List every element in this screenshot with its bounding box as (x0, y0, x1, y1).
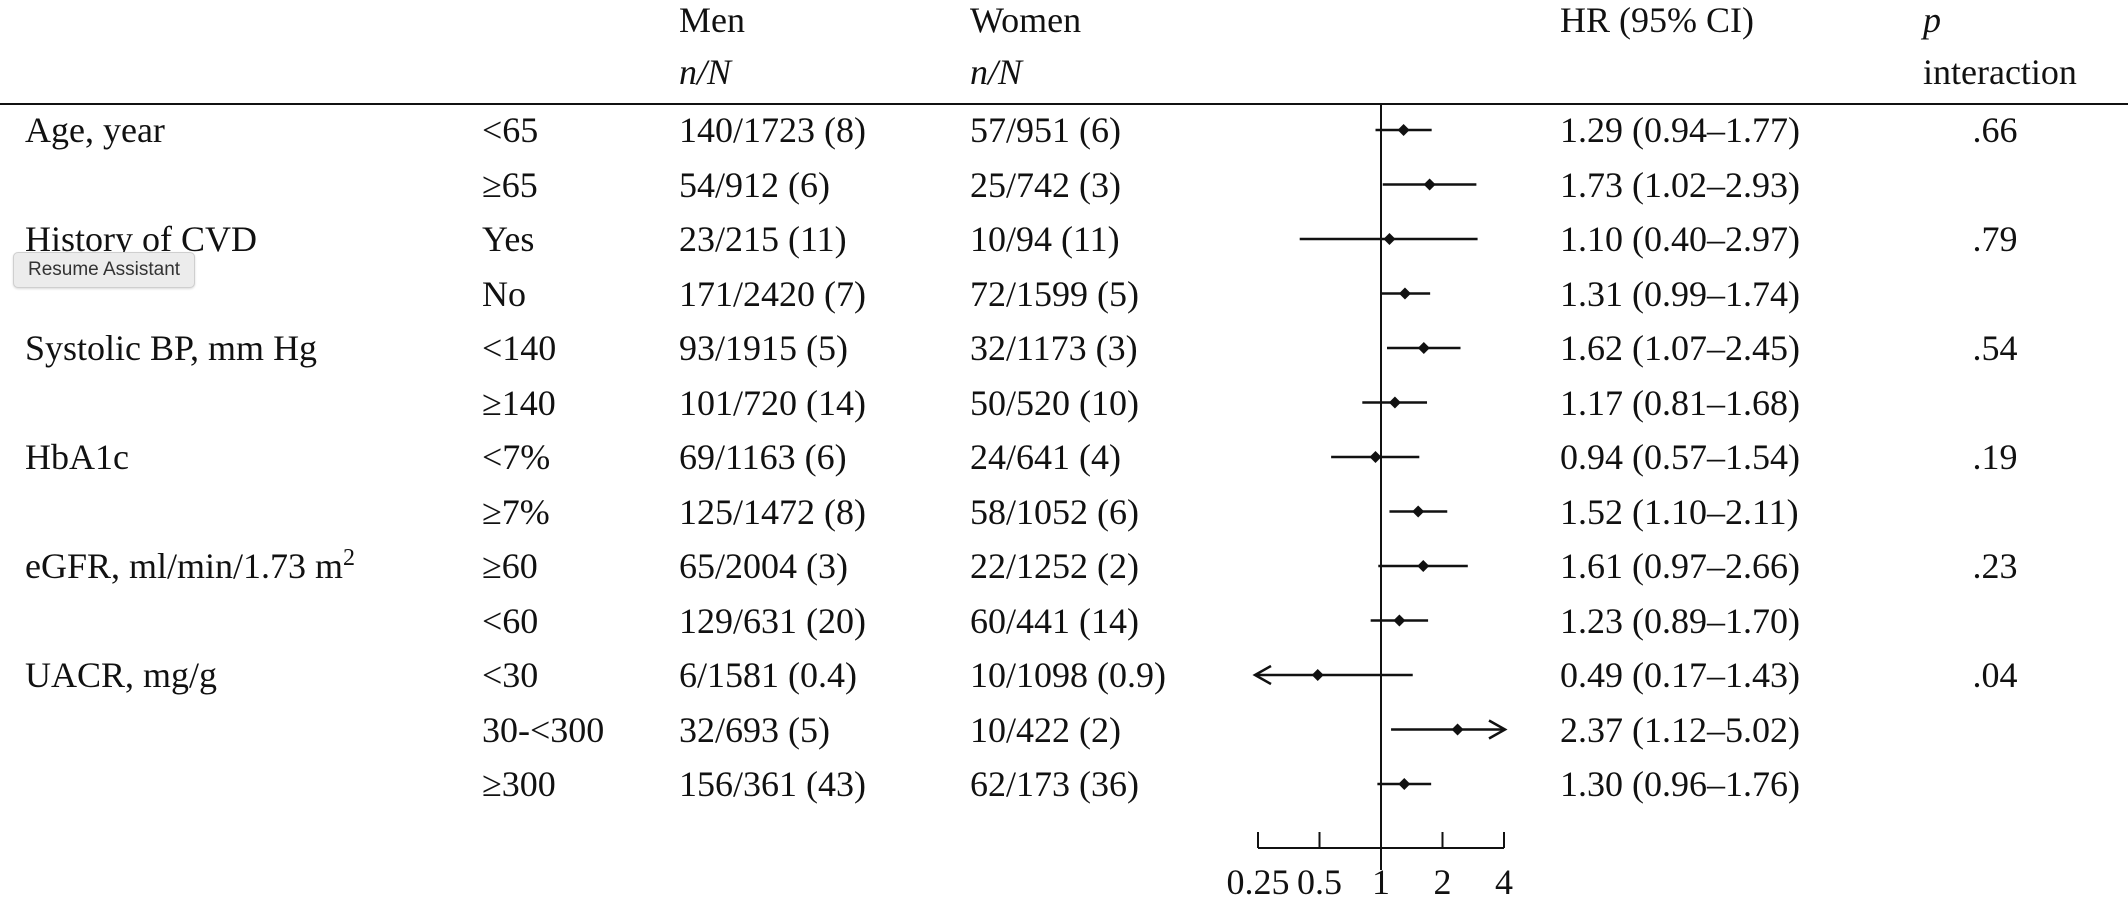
header-p: p (1923, 0, 1941, 40)
hr-ci-text: 1.10 (0.40–2.97) (1560, 219, 1800, 259)
subgroup-label: <30 (482, 655, 539, 695)
hr-ci-text: 0.49 (0.17–1.43) (1560, 655, 1800, 695)
hr-point (1451, 723, 1464, 736)
hr-point (1398, 778, 1411, 790)
p-interaction-value: .04 (1972, 655, 2018, 695)
hr-point (1383, 233, 1396, 245)
men-count: 140/1723 (8) (679, 110, 866, 150)
men-count: 129/631 (20) (679, 600, 866, 641)
group-label: Age, year (25, 110, 165, 150)
resume-assistant-button[interactable]: Resume Assistant (13, 252, 196, 288)
group-label: HbA1c (25, 437, 129, 477)
hr-point (1397, 124, 1410, 136)
group-label: UACR, mg/g (25, 655, 218, 695)
hr-point (1417, 342, 1430, 354)
women-count: 58/1052 (6) (970, 491, 1139, 532)
header-rule (0, 103, 2128, 105)
hr-point (1423, 178, 1436, 191)
men-count: 23/215 (11) (679, 219, 847, 259)
men-count: 156/361 (43) (679, 764, 866, 804)
subgroup-label: Yes (482, 219, 535, 259)
women-count: 57/951 (6) (970, 110, 1121, 150)
hr-point (1369, 451, 1382, 463)
ci-arrow-left (1252, 664, 1272, 686)
ci-arrow-right (1488, 719, 1508, 740)
subgroup-label: ≥300 (482, 764, 556, 804)
hr-ci-text: 2.37 (1.12–5.02) (1560, 709, 1800, 750)
men-count: 93/1915 (5) (679, 328, 848, 368)
subgroup-label: No (482, 273, 526, 314)
hr-ci-text: 1.73 (1.02–2.93) (1560, 164, 1800, 205)
hr-point (1388, 396, 1401, 409)
women-count: 22/1252 (2) (970, 546, 1139, 586)
men-count: 6/1581 (0.4) (679, 655, 857, 695)
subgroup-label: <140 (482, 328, 557, 368)
x-tick-label: 1 (1372, 862, 1390, 902)
men-count: 101/720 (14) (679, 382, 866, 423)
header-men: Men (679, 0, 745, 40)
women-count: 10/94 (11) (970, 219, 1120, 259)
header-hr: HR (95% CI) (1560, 0, 1754, 40)
men-count: 69/1163 (6) (679, 437, 847, 477)
subgroup-label: <65 (482, 110, 539, 150)
p-interaction-value: .23 (1972, 546, 2018, 586)
subgroup-label: ≥140 (482, 382, 556, 423)
group-label: Systolic BP, mm Hg (25, 328, 318, 368)
hr-point (1412, 505, 1425, 518)
group-label-superscript: 2 (343, 545, 356, 571)
hr-ci-text: 1.29 (0.94–1.77) (1560, 110, 1800, 150)
women-count: 62/173 (36) (970, 764, 1139, 804)
x-tick-label: 2 (1434, 862, 1452, 902)
hr-ci-text: 1.62 (1.07–2.45) (1560, 328, 1800, 368)
hr-ci-text: 1.52 (1.10–2.11) (1560, 491, 1799, 532)
women-count: 10/1098 (0.9) (970, 655, 1166, 695)
group-label: eGFR, ml/min/1.73 m2 (25, 545, 356, 586)
p-interaction-value: .54 (1972, 328, 2018, 368)
subgroup-label: ≥60 (482, 546, 538, 586)
hr-point (1398, 287, 1411, 300)
subgroup-label: <7% (482, 437, 551, 477)
women-count: 60/441 (14) (970, 600, 1139, 641)
men-count: 65/2004 (3) (679, 546, 848, 586)
header-men-n: n/N (679, 52, 732, 92)
hr-ci-text: 1.31 (0.99–1.74) (1560, 273, 1800, 314)
subgroup-label: ≥65 (482, 164, 538, 205)
men-count: 171/2420 (7) (679, 273, 866, 314)
header-women: Women (970, 0, 1082, 40)
p-interaction-value: .66 (1972, 110, 2018, 150)
subgroup-label: <60 (482, 600, 539, 641)
men-count: 125/1472 (8) (679, 491, 866, 532)
hr-ci-text: 1.61 (0.97–2.66) (1560, 546, 1800, 586)
women-count: 10/422 (2) (970, 709, 1121, 750)
p-interaction-value: .79 (1972, 219, 2018, 259)
p-interaction-value: .19 (1972, 437, 2018, 477)
hr-point (1311, 669, 1324, 681)
women-count: 32/1173 (3) (970, 328, 1138, 368)
women-count: 72/1599 (5) (970, 273, 1139, 314)
hr-ci-text: 1.17 (0.81–1.68) (1560, 382, 1800, 423)
x-tick-label: 0.25 (1227, 862, 1290, 902)
men-count: 54/912 (6) (679, 164, 830, 205)
women-count: 50/520 (10) (970, 382, 1139, 423)
x-tick-label: 4 (1495, 862, 1513, 902)
hr-ci-text: 1.30 (0.96–1.76) (1560, 764, 1800, 804)
header-p-interaction: interaction (1923, 52, 2077, 92)
subgroup-label: 30-<300 (482, 709, 605, 750)
x-tick-label: 0.5 (1297, 862, 1342, 902)
men-count: 32/693 (5) (679, 709, 830, 750)
header-women-n: n/N (970, 52, 1023, 92)
women-count: 24/641 (4) (970, 437, 1121, 477)
hr-point (1393, 614, 1406, 627)
women-count: 25/742 (3) (970, 164, 1121, 205)
hr-point (1417, 560, 1430, 572)
hr-ci-text: 0.94 (0.57–1.54) (1560, 437, 1800, 477)
subgroup-label: ≥7% (482, 491, 550, 532)
hr-ci-text: 1.23 (0.89–1.70) (1560, 600, 1800, 641)
